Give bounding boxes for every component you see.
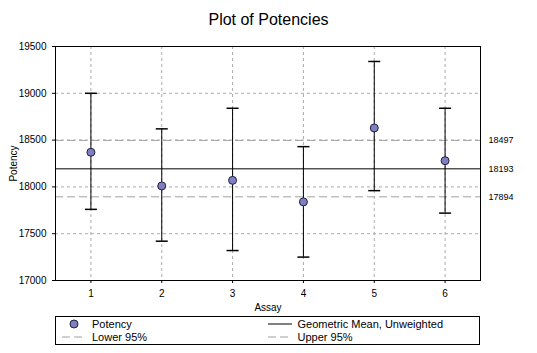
svg-text:5: 5	[371, 288, 377, 299]
svg-text:17894: 17894	[489, 192, 514, 202]
svg-text:6: 6	[442, 288, 448, 299]
svg-text:3: 3	[230, 288, 236, 299]
html-text:Plot of Potencies: Plot of Potencies	[208, 11, 329, 28]
html-text:Upper 95%: Upper 95%	[297, 331, 353, 343]
svg-text:18500: 18500	[19, 134, 47, 145]
svg-text:19500: 19500	[19, 41, 47, 52]
html-text:Lower 95%: Lower 95%	[92, 331, 147, 343]
svg-text:Assay: Assay	[254, 302, 281, 313]
svg-text:1: 1	[88, 288, 94, 299]
svg-text:18193: 18193	[489, 164, 514, 174]
svg-text:19000: 19000	[19, 88, 47, 99]
svg-text:4: 4	[301, 288, 307, 299]
svg-text:17500: 17500	[19, 228, 47, 239]
svg-text:17000: 17000	[19, 275, 47, 286]
svg-text:18000: 18000	[19, 181, 47, 192]
svg-text:18497: 18497	[489, 135, 514, 145]
svg-text:Potency: Potency	[8, 145, 19, 181]
html-text:Geometric Mean, Unweighted: Geometric Mean, Unweighted	[297, 318, 443, 330]
html-text:Potency: Potency	[92, 318, 132, 330]
svg-text:2: 2	[159, 288, 165, 299]
